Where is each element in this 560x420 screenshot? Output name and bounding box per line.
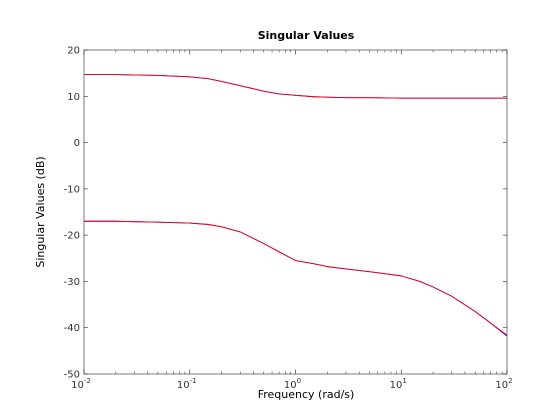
x-tick-label: 100 (284, 377, 301, 391)
x-tick-exponent: -2 (84, 377, 91, 385)
x-axis-ticks: 10-2 10-1 100 101 102 (71, 50, 513, 391)
plot-area-frame (83, 49, 508, 375)
y-tick-label: -40 (64, 323, 80, 334)
series-line-4 (84, 220, 508, 336)
y-tick-label: -50 (64, 370, 80, 381)
x-tick-exponent: 2 (508, 377, 512, 385)
x-tick-exponent: 0 (297, 377, 301, 385)
x-tick-label: 10-1 (177, 377, 197, 391)
series-layer (84, 74, 508, 337)
y-tick-label: -10 (64, 184, 80, 195)
series-line-2 (84, 74, 507, 99)
x-tick-base: 10 (495, 380, 508, 391)
y-tick-label: 10 (67, 92, 80, 103)
x-tick-label: 101 (390, 377, 407, 391)
y-axis-label: Singular Values (dB) (34, 156, 47, 267)
x-tick-label: 10-2 (71, 377, 91, 391)
x-tick-label: 102 (495, 377, 512, 391)
y-tick-label: -20 (64, 231, 80, 242)
y-tick-label: 0 (74, 138, 80, 149)
x-tick-base: 10 (284, 380, 297, 391)
x-tick-base: 10 (390, 380, 403, 391)
x-tick-exponent: -1 (190, 377, 197, 385)
x-tick-exponent: 1 (402, 377, 406, 385)
y-tick-label: 20 (67, 46, 80, 57)
chart-title: Singular Values (258, 29, 355, 42)
y-axis-ticks: 20 10 0 -10 -20 -30 -40 -50 (64, 46, 507, 381)
x-axis-label: Frequency (rad/s) (258, 388, 355, 401)
x-tick-base: 10 (71, 380, 84, 391)
x-tick-base: 10 (177, 380, 190, 391)
y-tick-label: -30 (64, 277, 80, 288)
